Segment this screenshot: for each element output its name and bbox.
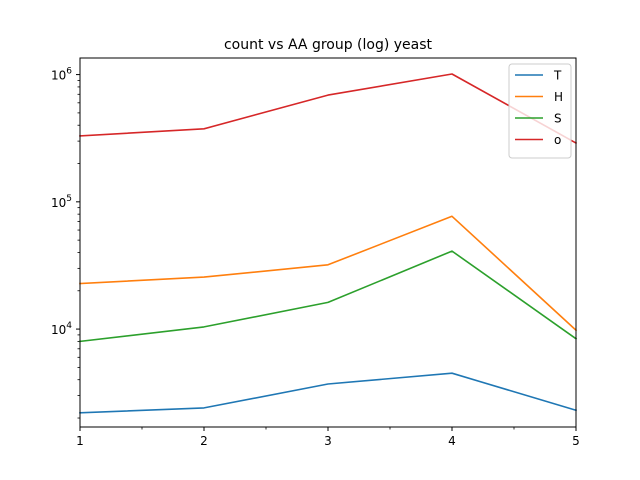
legend-label-S: S — [554, 112, 562, 126]
y-tick-label: 106 — [51, 67, 72, 83]
series-line-o — [79, 73, 578, 145]
x-tick-label: 3 — [324, 434, 332, 448]
x-tick-label: 1 — [76, 434, 84, 448]
y-tick-label: 104 — [51, 321, 72, 337]
series-line-H — [79, 215, 578, 332]
legend-label-o: o — [554, 133, 561, 147]
series-line-T — [79, 372, 577, 414]
legend-label-H: H — [554, 90, 563, 104]
legend-box — [508, 63, 572, 159]
x-tick-label: 4 — [448, 434, 456, 448]
y-tick-label: 105 — [51, 194, 72, 210]
x-tick-label: 2 — [200, 434, 208, 448]
axes-frame — [79, 57, 577, 428]
series-line-S — [79, 250, 578, 343]
x-tick-label: 5 — [572, 434, 580, 448]
chart-title: count vs AA group (log) yeast — [224, 37, 433, 53]
plot-area — [79, 73, 578, 414]
legend-label-T: T — [553, 69, 562, 83]
axis-ticks: 1 2 3 4 5 104 105 106 — [51, 67, 580, 448]
